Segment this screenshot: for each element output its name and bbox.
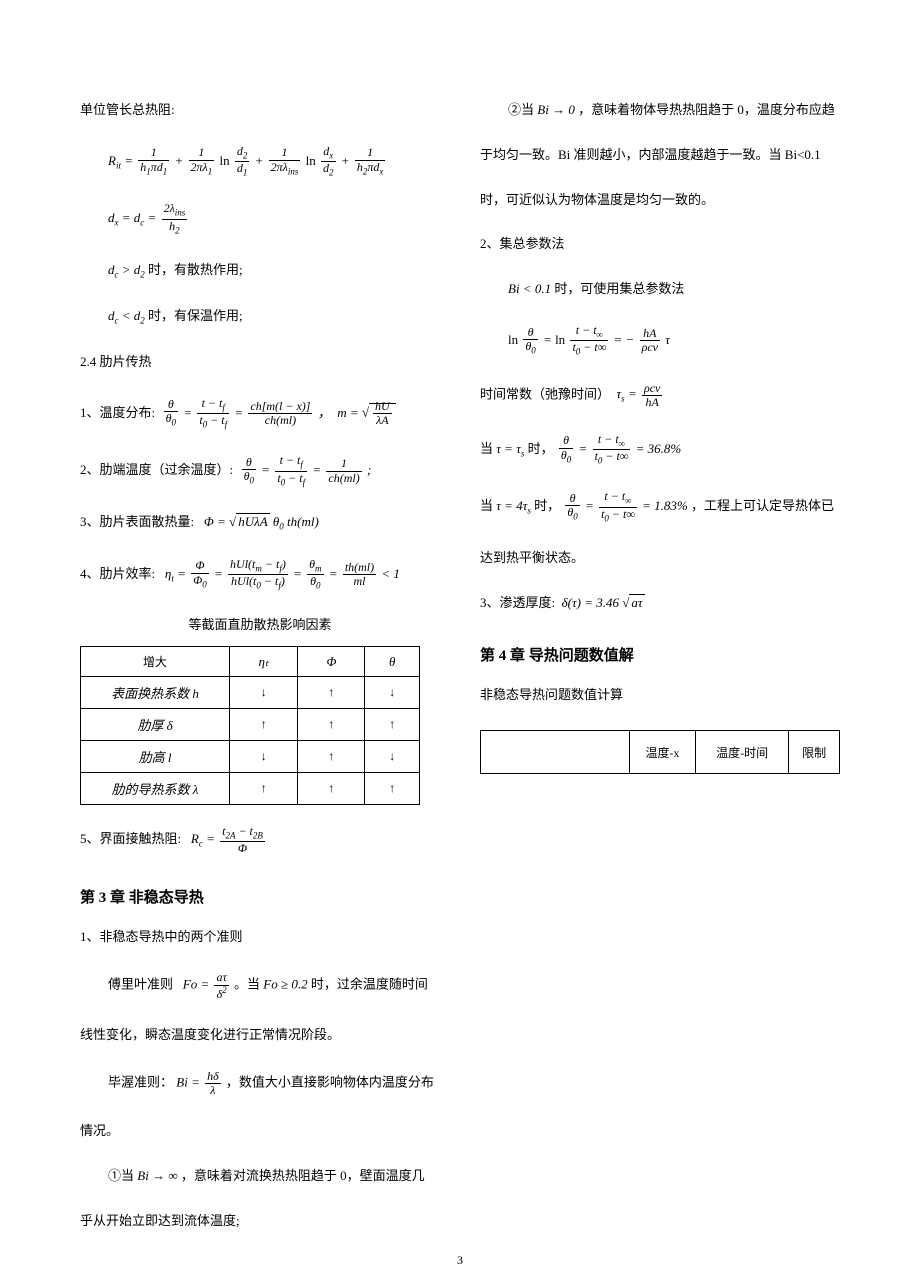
th-3: θ	[365, 647, 420, 677]
table-head-row: 增大 ηₜ Φ θ	[81, 647, 420, 677]
biot-line: 毕渥准则： Bi = hδλ ，数值大小直接影响物体内温度分布	[80, 1070, 440, 1097]
time-constant: 时间常数（弛豫时间） τs = ρcvhA	[480, 382, 840, 409]
th-2: Φ	[298, 647, 365, 677]
ch4-td-1: 温度-x	[630, 731, 696, 774]
fin-factors-table: 增大 ηₜ Φ θ 表面换热系数 h↓↑↓ 肋厚 δ↑↑↑ 肋高 l↓↑↓ 肋的…	[80, 646, 420, 805]
th-0: 增大	[81, 647, 230, 677]
right-line-1: 线性变化，瞬态温度变化进行正常情况阶段。	[80, 1025, 440, 1046]
right-line-9: 达到热平衡状态。	[480, 548, 840, 569]
right-line-2: 情况。	[80, 1121, 440, 1142]
th-1: ηₜ	[230, 647, 298, 677]
bi-lt-01: Bi < 0.1 时，可使用集总参数法	[480, 279, 840, 300]
ch4-td-2: 温度-时间	[695, 731, 788, 774]
eq-ln-theta: ln θθ0 = ln t − t∞t0 − t∞ = − hAρcv τ	[480, 324, 840, 358]
left-title-1: 单位管长总热阻:	[80, 100, 440, 121]
right-line-7: 时，可近似认为物体温度是均匀一致的。	[480, 190, 840, 211]
sec-lumped: 2、集总参数法	[480, 234, 840, 255]
right-line-3: ①当 Bi → ∞ ，意味着对流换热热阻趋于 0，壁面温度几	[80, 1166, 440, 1187]
table-row: 肋厚 δ↑↑↑	[81, 709, 420, 741]
chapter-4: 第 4 章 导热问题数值解	[480, 644, 840, 665]
page-number: 3	[0, 1253, 920, 1268]
right-line-4: 乎从开始立即达到流体温度;	[80, 1211, 440, 1232]
item-5: 5、界面接触热阻: Rc = t2A − t2BΦ	[80, 825, 440, 855]
tau-eq-4taus: 当 τ = 4τs 时， θθ0 = t − t∞t0 − t∞ = 1.83%…	[480, 490, 840, 524]
item-3: 3、肋片表面散热量: Φ = √hUλA θ0 th(ml)	[80, 512, 440, 534]
ch4-td-3: 限制	[789, 731, 840, 774]
item-1: 1、温度分布: θθ0 = t − tft0 − tf = ch[m(l − x…	[80, 397, 440, 431]
item-4: 4、肋片效率: ηt = ΦΦ0 = hUl(tm − tf)hUl(t0 − …	[80, 558, 440, 592]
tau-eq-taus: 当 τ = τs 时， θθ0 = t − t∞t0 − t∞ = 36.8%	[480, 433, 840, 467]
sec-penetration: 3、渗透厚度: δ(τ) = 3.46 √aτ	[480, 593, 840, 614]
cond-dc-lt-d2: dc < d2 时，有保温作用;	[80, 306, 440, 328]
sec-2-4: 2.4 肋片传热	[80, 352, 440, 373]
cond-dc-gt-d2: dc > d2 时，有散热作用;	[80, 260, 440, 282]
ch4-td-0	[481, 731, 630, 774]
ch3-item-1: 1、非稳态导热中的两个准则	[80, 927, 440, 948]
ch4-table: 温度-x 温度-时间 限制	[480, 730, 840, 774]
right-line-6: 于均匀一致。Bi 准则越小，内部温度越趋于一致。当 Bi<0.1	[480, 145, 840, 166]
table-row: 肋高 l↓↑↓	[81, 741, 420, 773]
table-row: 表面换热系数 h↓↑↓	[81, 677, 420, 709]
ch4-sub: 非稳态导热问题数值计算	[480, 685, 840, 706]
table-row: 温度-x 温度-时间 限制	[481, 731, 840, 774]
right-line-5: ②当 Bi → 0 ，意味着物体导热热阻趋于 0，温度分布应趋	[480, 100, 840, 121]
table-title: 等截面直肋散热影响因素	[80, 615, 440, 636]
table-row: 肋的导热系数 λ↑↑↑	[81, 773, 420, 805]
fourier-line: 傅里叶准则 Fo = aτδ2 。当 Fo ≥ 0.2 时，过余温度随时间	[80, 971, 440, 1000]
eq-dx: dx = dc = 2λinsh2	[80, 202, 440, 236]
chapter-3: 第 3 章 非稳态导热	[80, 886, 440, 907]
item-2: 2、肋端温度（过余温度）: θθ0 = t − tft0 − tf = 1ch(…	[80, 454, 440, 488]
eq-Rit: Rit = 1h1πd1 + 12πλ1 ln d2d1 + 12πλins l…	[80, 145, 440, 179]
